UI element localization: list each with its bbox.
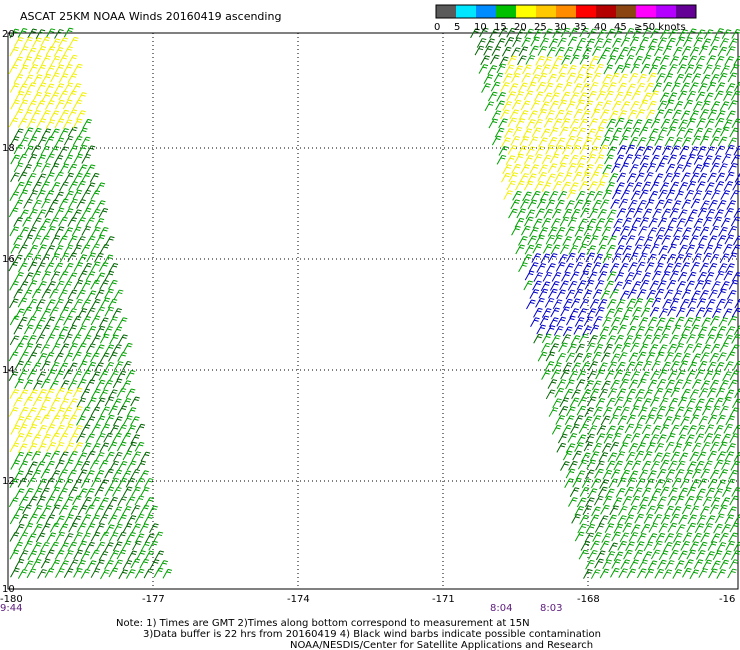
legend-swatch — [496, 5, 517, 18]
wind-barb-group — [8, 27, 173, 580]
legend-swatch — [656, 5, 677, 18]
wind-barb-group — [8, 36, 87, 454]
legend-swatch — [476, 5, 497, 18]
lat-label-10: 10 — [2, 584, 15, 595]
legend-swatch — [616, 5, 637, 18]
lon-label-174: -174 — [287, 594, 310, 605]
legend-swatch — [596, 5, 617, 18]
footnotes: Note: 1) Times are GMT 2)Times along bot… — [116, 618, 601, 650]
lon-labels: -180 -177 -174 -171 -168 -16 — [0, 594, 735, 605]
lat-label-12: 12 — [2, 476, 15, 487]
legend-swatch — [556, 5, 577, 18]
legend-label: 35 — [574, 22, 587, 33]
pass-time-west: 9:44 — [0, 603, 22, 614]
legend-swatch — [536, 5, 557, 18]
legend-swatch — [456, 5, 477, 18]
legend-label: 45 — [614, 22, 627, 33]
lat-label-20: 20 — [2, 29, 15, 40]
legend-label: 10 — [474, 22, 487, 33]
legend-swatch — [676, 5, 697, 18]
lon-label-165: -16 — [719, 594, 735, 605]
note-line-1: Note: 1) Times are GMT 2)Times along bot… — [116, 618, 530, 629]
note-line-3: NOAA/NESDIS/Center for Satellite Applica… — [290, 640, 593, 650]
lon-label-180: -180 — [0, 594, 23, 605]
wind-barb-group — [524, 144, 740, 337]
lat-label-14: 14 — [2, 365, 15, 376]
note-line-2: 3)Data buffer is 22 hrs from 20160419 4)… — [143, 629, 601, 640]
legend-swatch — [516, 5, 537, 18]
pass-time-east-2: 8:03 — [540, 603, 562, 614]
west-swath-barbs — [8, 27, 173, 580]
wind-barb-group — [470, 27, 620, 579]
lat-labels: 20 18 16 14 12 10 — [2, 29, 15, 595]
grid — [8, 33, 738, 589]
lon-label-177: -177 — [142, 594, 165, 605]
wind-barb-group — [8, 28, 165, 580]
legend-label: 40 — [594, 22, 607, 33]
map-title: ASCAT 25KM NOAA Winds 20160419 ascending — [20, 10, 281, 23]
legend-swatch — [436, 5, 457, 18]
lat-label-16: 16 — [2, 254, 15, 265]
lat-label-18: 18 — [2, 143, 15, 154]
legend-swatch — [636, 5, 657, 18]
wind-barb-group — [500, 55, 660, 200]
legend-label: 30 — [554, 22, 567, 33]
legend-label: 20 — [514, 22, 527, 33]
legend-label: 15 — [494, 22, 507, 33]
wind-barb-group — [478, 27, 740, 580]
legend-border — [435, 4, 697, 19]
pass-time-east-1: 8:04 — [490, 603, 512, 614]
legend-swatch — [576, 5, 597, 18]
lon-label-168: -168 — [577, 594, 600, 605]
east-swath-barbs — [470, 27, 740, 580]
legend-label: 0 — [434, 22, 440, 33]
legend-label: 5 — [454, 22, 460, 33]
pass-times: 9:44 8:04 8:03 — [0, 603, 562, 614]
lon-label-171: -171 — [432, 594, 455, 605]
legend-label: ≥50 knots — [634, 22, 686, 33]
speed-legend: 0 5 10 15 20 25 30 35 40 45 ≥50 knots — [434, 4, 697, 33]
legend-label: 25 — [534, 22, 547, 33]
